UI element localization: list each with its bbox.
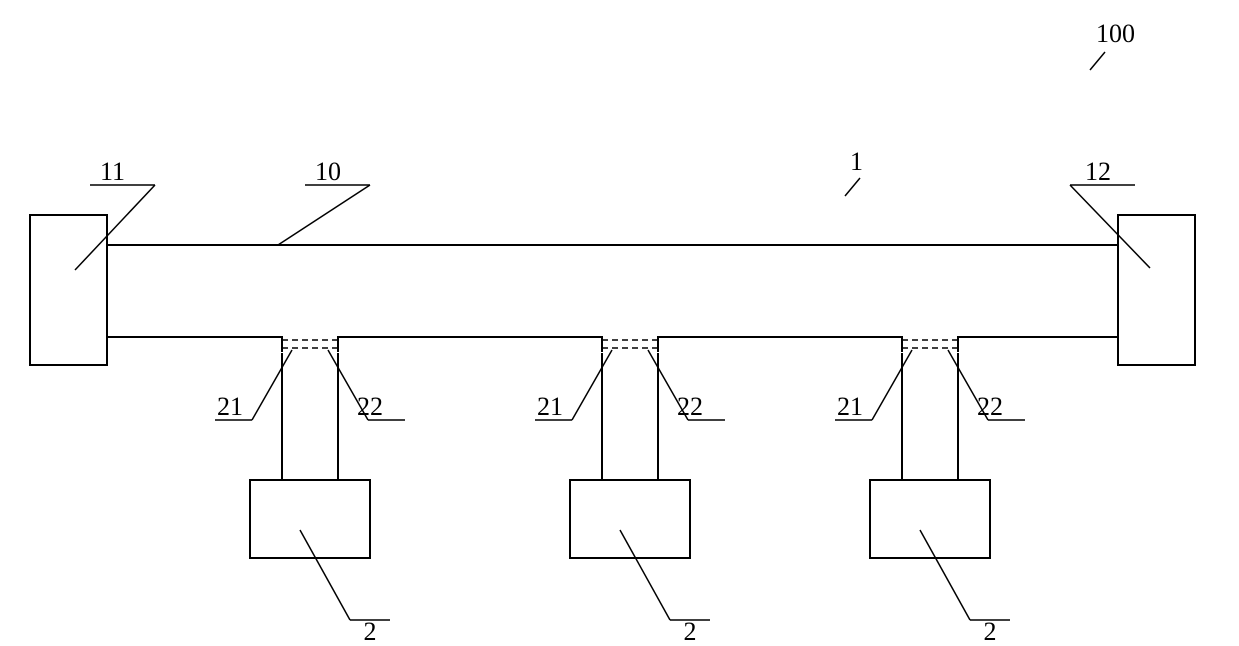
label-21: 21 <box>537 392 563 421</box>
label-1: 1 <box>850 147 863 176</box>
label-21: 21 <box>217 392 243 421</box>
label-10: 10 <box>315 157 341 186</box>
label-21: 21 <box>837 392 863 421</box>
label-11: 11 <box>100 157 125 186</box>
label-22: 22 <box>357 392 383 421</box>
label-2: 2 <box>984 617 997 646</box>
label-22: 22 <box>977 392 1003 421</box>
label-2: 2 <box>684 617 697 646</box>
label-22: 22 <box>677 392 703 421</box>
label-2: 2 <box>364 617 377 646</box>
diagram-canvas: 2122221222212221110121001 <box>0 0 1239 646</box>
label-100: 100 <box>1096 19 1135 48</box>
label-12: 12 <box>1085 157 1111 186</box>
